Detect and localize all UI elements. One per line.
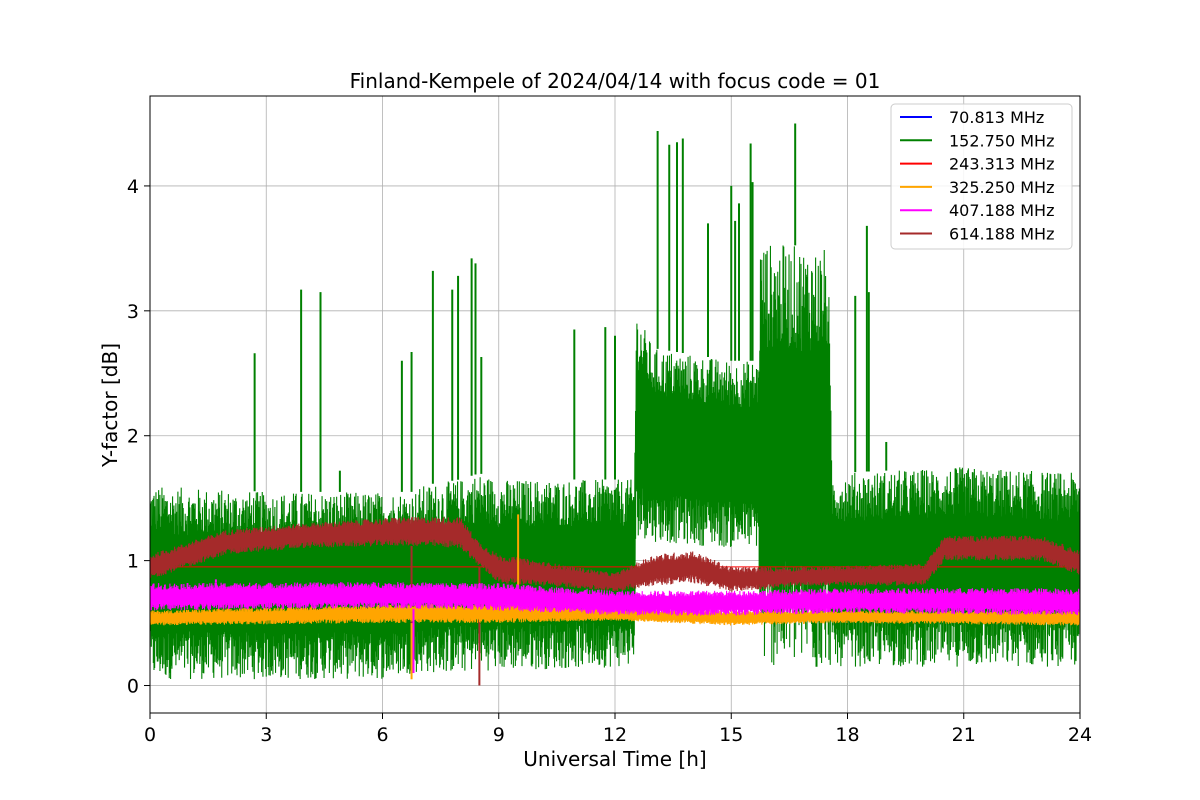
y-tick-label: 1	[127, 551, 139, 573]
series-layer	[150, 123, 1080, 686]
y-tick-label: 2	[127, 426, 139, 448]
legend-70-813-mhz-label: 70.813 MHz	[949, 108, 1044, 127]
x-tick-label: 24	[1068, 724, 1092, 746]
x-tick-label: 21	[952, 724, 976, 746]
y-tick-label: 3	[127, 301, 139, 323]
x-tick-label: 9	[493, 724, 505, 746]
legend-box	[890, 103, 1073, 250]
legend-407-188-mhz-label: 407.188 MHz	[949, 201, 1054, 220]
x-axis-label: Universal Time [h]	[523, 747, 706, 771]
legend-152-750-mhz-label: 152.750 MHz	[949, 131, 1054, 150]
series-325-250-mhz-line	[150, 603, 1080, 626]
x-tick-label: 15	[719, 724, 743, 746]
x-tick-label: 6	[376, 724, 388, 746]
y-tick-label: 0	[127, 676, 139, 698]
x-tick-label: 3	[260, 724, 272, 746]
y-axis-label: Y-factor [dB]	[98, 343, 122, 468]
x-tick-label: 18	[835, 724, 859, 746]
series-614-188-mhz-line	[150, 516, 1080, 592]
chart-title: Finland-Kempele of 2024/04/14 with focus…	[350, 69, 881, 93]
y-tick-label: 4	[127, 176, 139, 198]
legend-243-313-mhz-label: 243.313 MHz	[949, 155, 1054, 174]
series-407-188-mhz-line	[150, 582, 1080, 616]
x-tick-label: 0	[144, 724, 156, 746]
legend: 70.813 MHz 152.750 MHz 243.313 MHz 325.250 …	[890, 103, 1073, 250]
series-group	[150, 123, 1080, 686]
legend-325-250-mhz-label: 325.250 MHz	[949, 178, 1054, 197]
series-152-750-mhz-line	[150, 245, 1080, 680]
x-tick-label: 12	[603, 724, 627, 746]
legend-614-188-mhz-label: 614.188 MHz	[949, 225, 1054, 244]
